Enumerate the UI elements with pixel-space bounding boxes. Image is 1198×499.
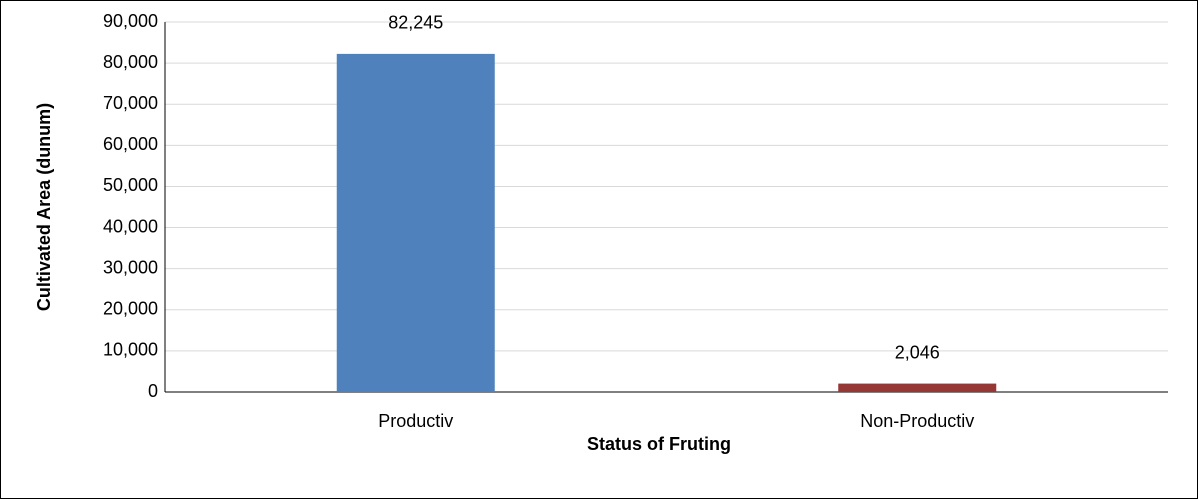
y-tick-label: 40,000 (103, 216, 158, 236)
y-tick-label: 20,000 (103, 299, 158, 319)
x-axis-title: Status of Fruting (587, 434, 731, 454)
x-tick-label: Non-Productiv (860, 411, 974, 431)
y-tick-label: 0 (148, 381, 158, 401)
y-axis-title: Cultivated Area (dunum) (34, 103, 54, 311)
y-tick-label: 50,000 (103, 175, 158, 195)
y-tick-label: 80,000 (103, 52, 158, 72)
bar (838, 383, 997, 392)
y-tick-label: 60,000 (103, 134, 158, 154)
data-label: 82,245 (388, 13, 443, 33)
y-tick-label: 90,000 (103, 11, 158, 31)
x-tick-label: Productiv (378, 411, 453, 431)
y-tick-label: 70,000 (103, 93, 158, 113)
y-tick-label: 10,000 (103, 340, 158, 360)
bar (336, 53, 495, 393)
y-tick-label: 30,000 (103, 257, 158, 277)
data-label: 2,046 (895, 342, 940, 362)
